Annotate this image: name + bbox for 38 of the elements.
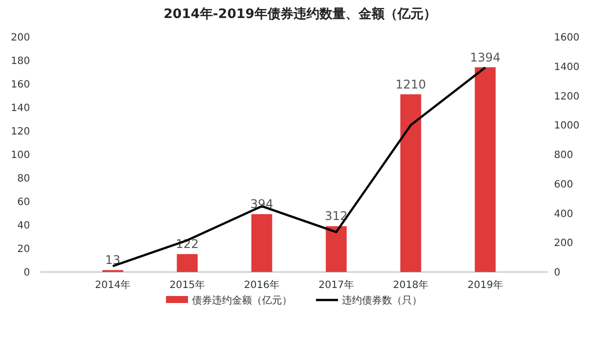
y2-tick-label: 1600: [554, 32, 580, 44]
bar: [400, 94, 422, 272]
y-tick-label: 200: [10, 32, 30, 44]
y-tick-label: 140: [10, 103, 30, 114]
data-label: 1210: [395, 77, 426, 92]
x-tick-label: 2016年: [244, 279, 280, 291]
data-label: 312: [324, 209, 348, 224]
y-tick-label: 40: [17, 220, 30, 232]
bar: [326, 226, 347, 272]
data-label: 13: [105, 253, 120, 268]
x-tick-label: 2017年: [318, 279, 354, 291]
legend-label: 债券违约金额（亿元）: [192, 294, 292, 306]
y-tick-label: 120: [10, 126, 30, 138]
y-tick-label: 0: [24, 268, 30, 278]
y2-tick-label: 400: [554, 208, 574, 220]
y-tick-label: 60: [17, 197, 30, 208]
legend-label: 违约债券数（只）: [342, 294, 422, 306]
y2-tick-label: 1000: [554, 120, 580, 132]
y2-tick-label: 800: [554, 150, 574, 161]
x-tick-label: 2018年: [393, 279, 428, 291]
y2-tick-label: 200: [554, 238, 574, 250]
chart-title: 2014年-2019年债券违约数量、金额（亿元）: [164, 6, 436, 22]
y-tick-label: 100: [10, 150, 30, 161]
y2-tick-label: 1400: [554, 62, 580, 73]
y-tick-label: 160: [10, 80, 30, 90]
x-tick-label: 2015年: [170, 279, 205, 291]
y2-tick-label: 600: [554, 179, 574, 190]
x-tick-label: 2014年: [95, 279, 130, 291]
data-label: 1394: [470, 50, 500, 64]
y-tick-label: 80: [17, 174, 30, 184]
y-tick-label: 180: [10, 56, 30, 67]
x-tick-label: 2019年: [468, 279, 503, 291]
bar: [474, 67, 496, 272]
y2-tick-label: 1200: [554, 91, 580, 102]
y-tick-label: 20: [17, 244, 30, 255]
bar: [176, 254, 198, 272]
y2-tick-label: 0: [554, 268, 560, 278]
bar: [251, 214, 272, 272]
